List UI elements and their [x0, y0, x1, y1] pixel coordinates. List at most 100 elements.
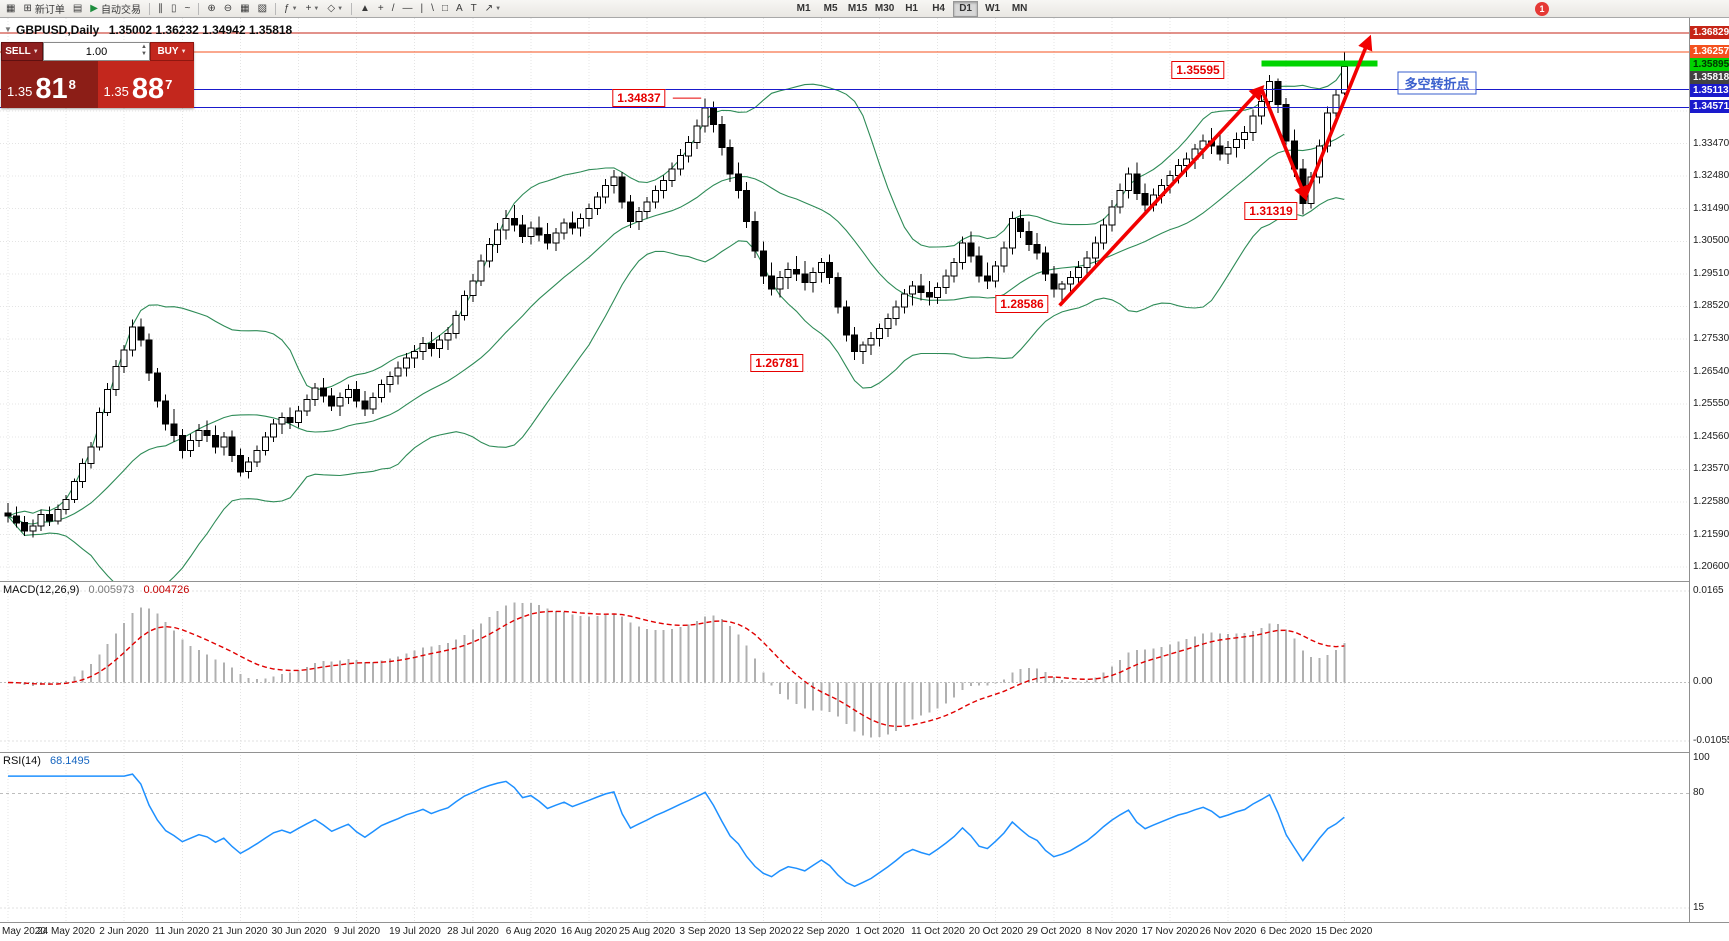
price-axis-label: 1.29510: [1693, 268, 1729, 279]
chart-symbol-period: GBPUSD,Daily: [16, 23, 100, 37]
arrow-tool-icon-caret[interactable]: ▼: [495, 5, 502, 12]
add-object-icon-caret[interactable]: ▼: [313, 5, 320, 12]
price-annotation[interactable]: 1.31319: [1244, 202, 1298, 220]
cursor-icon[interactable]: ▲: [356, 0, 374, 17]
main-chart-panel[interactable]: [0, 18, 1729, 599]
line-chart-icon[interactable]: ~: [181, 0, 195, 17]
rectangle-icon: □: [441, 2, 448, 14]
buy-dropdown-icon[interactable]: ▼: [180, 48, 187, 55]
zoom-in-icon[interactable]: ⊕: [203, 0, 219, 17]
timeframe-d1[interactable]: D1: [953, 0, 979, 17]
tile-windows-icon[interactable]: ▦: [236, 0, 253, 17]
timeframe-m30[interactable]: M30: [874, 2, 895, 14]
autotrading-button: ▶: [90, 2, 98, 14]
horizontal-line-icon[interactable]: —: [399, 0, 417, 17]
price-annotation[interactable]: 1.35595: [1171, 61, 1225, 79]
volume-input[interactable]: 1.00 ▲ ▼: [43, 42, 150, 61]
horizontal-line-objects[interactable]: [0, 32, 1689, 108]
periods-icon[interactable]: ◇ ▼: [323, 0, 347, 17]
new-order-button[interactable]: ⊞ 新订单: [19, 0, 68, 17]
timeframe-h4[interactable]: H4: [932, 2, 945, 14]
time-axis-label: 15 Dec 2020: [1315, 926, 1373, 937]
rectangle-icon[interactable]: □: [438, 0, 452, 17]
profiles-icon: ▤: [72, 2, 83, 14]
crosshair-icon: +: [377, 2, 384, 14]
timeframe-h1[interactable]: H1: [905, 2, 918, 14]
trendline-icon[interactable]: /: [388, 0, 399, 17]
profiles-icon[interactable]: ▤: [69, 0, 86, 17]
sell-price-button[interactable]: 1.35 81 8: [1, 61, 98, 108]
price-axis-label: 1.25550: [1693, 398, 1729, 409]
arrow-tool-icon: ↗: [484, 2, 494, 14]
main-chart-svg[interactable]: [0, 18, 1729, 599]
channel-icon: \: [431, 2, 434, 14]
indicators-icon: ƒ: [284, 2, 290, 14]
sell-dropdown-icon[interactable]: ▼: [32, 48, 39, 55]
one-click-collapse-icon[interactable]: ▼: [4, 25, 12, 34]
label-icon[interactable]: T: [467, 0, 481, 17]
price-axis-label: 1.30500: [1693, 235, 1729, 246]
sell-button[interactable]: SELL ▼: [1, 42, 43, 61]
time-axis-label: 3 Sep 2020: [679, 926, 731, 937]
macd-axis-label: 0.00: [1693, 676, 1713, 687]
price-annotation[interactable]: 1.34837: [612, 89, 666, 107]
toolbar-separator: [275, 2, 277, 15]
timeframe-m1[interactable]: M1: [796, 2, 811, 14]
candles-chart-icon: ▯: [171, 2, 177, 14]
cascade-windows-icon[interactable]: ▧: [254, 0, 271, 17]
notification-badge[interactable]: 1: [1535, 1, 1549, 16]
time-axis-label: 24 May 2020: [37, 926, 95, 937]
text-icon[interactable]: A: [452, 0, 467, 17]
buy-price-button[interactable]: 1.35 88 7: [97, 61, 194, 108]
rsi-axis-label: 80: [1693, 787, 1705, 798]
macd-label: MACD(12,26,9) 0.005973 0.004726: [3, 584, 189, 596]
macd-axis-label: -0.0105571: [1693, 735, 1729, 746]
macd-name: MACD(12,26,9): [3, 584, 80, 596]
time-axis-label: 19 Jul 2020: [389, 926, 441, 937]
toolbar-separator: [351, 2, 353, 15]
trend-arrows[interactable]: [1058, 34, 1373, 307]
price-annotation[interactable]: 1.26781: [750, 354, 804, 372]
arrow-tool-icon[interactable]: ↗ ▼: [481, 0, 505, 17]
price-axis-label: 1.20600: [1693, 561, 1729, 572]
price-axis-label: 1.22580: [1693, 496, 1729, 507]
pivot-point-label[interactable]: 多空转折点: [1397, 71, 1477, 95]
time-axis[interactable]: May 2020 24 May 2020 2 Jun 2020 11 Jun 2020…: [0, 922, 1729, 941]
time-axis-label: 9 Jul 2020: [333, 926, 381, 937]
sell-price-small: 1.35: [7, 84, 33, 99]
rsi-panel[interactable]: [0, 752, 1729, 922]
price-axis-label: 1.33470: [1693, 138, 1729, 149]
indicators-icon-caret[interactable]: ▼: [291, 5, 298, 12]
macd-panel[interactable]: [0, 581, 1729, 752]
volume-stepper[interactable]: ▲ ▼: [141, 44, 147, 57]
periods-icon-caret[interactable]: ▼: [337, 5, 344, 12]
rsi-svg[interactable]: [0, 752, 1729, 922]
vertical-line-icon[interactable]: |: [417, 0, 428, 17]
timeframe-mn[interactable]: MN: [1011, 2, 1028, 14]
timeframe-m15[interactable]: M15: [847, 2, 868, 14]
zoom-out-icon[interactable]: ⊖: [220, 0, 236, 17]
indicators-icon[interactable]: ƒ ▼: [280, 0, 302, 17]
one-click-trading-panel: SELL ▼ 1.00 ▲ ▼ BUY ▼ 1.35 81 8 1.35 88 7: [1, 42, 194, 108]
add-object-icon[interactable]: + ▼: [302, 0, 324, 17]
panel-separator[interactable]: [0, 581, 1729, 582]
cascade-windows-icon: ▧: [257, 2, 268, 14]
macd-svg[interactable]: [0, 581, 1729, 752]
autotrading-button[interactable]: ▶ 自动交易: [86, 0, 145, 17]
sell-button-label: SELL: [5, 46, 31, 57]
price-axis[interactable]: 1.344601.334701.324801.314901.305001.295…: [1689, 18, 1729, 922]
toolbar-separator: [149, 2, 150, 15]
price-annotation[interactable]: 1.28586: [995, 295, 1049, 313]
crosshair-icon[interactable]: +: [374, 0, 388, 17]
buy-button[interactable]: BUY ▼: [150, 42, 194, 61]
bars-chart-icon[interactable]: ∥: [154, 0, 167, 17]
candles-chart-icon[interactable]: ▯: [167, 0, 181, 17]
timeframe-m5[interactable]: M5: [823, 2, 838, 14]
price-axis-label: 1.23570: [1693, 463, 1729, 474]
time-axis-label: 28 Jul 2020: [447, 926, 499, 937]
horizontal-line-icon: —: [402, 2, 413, 14]
panel-separator[interactable]: [0, 752, 1729, 753]
channel-icon[interactable]: \: [427, 0, 438, 17]
new-chart-icon[interactable]: ▦: [2, 0, 19, 17]
timeframe-w1[interactable]: W1: [985, 2, 1001, 14]
